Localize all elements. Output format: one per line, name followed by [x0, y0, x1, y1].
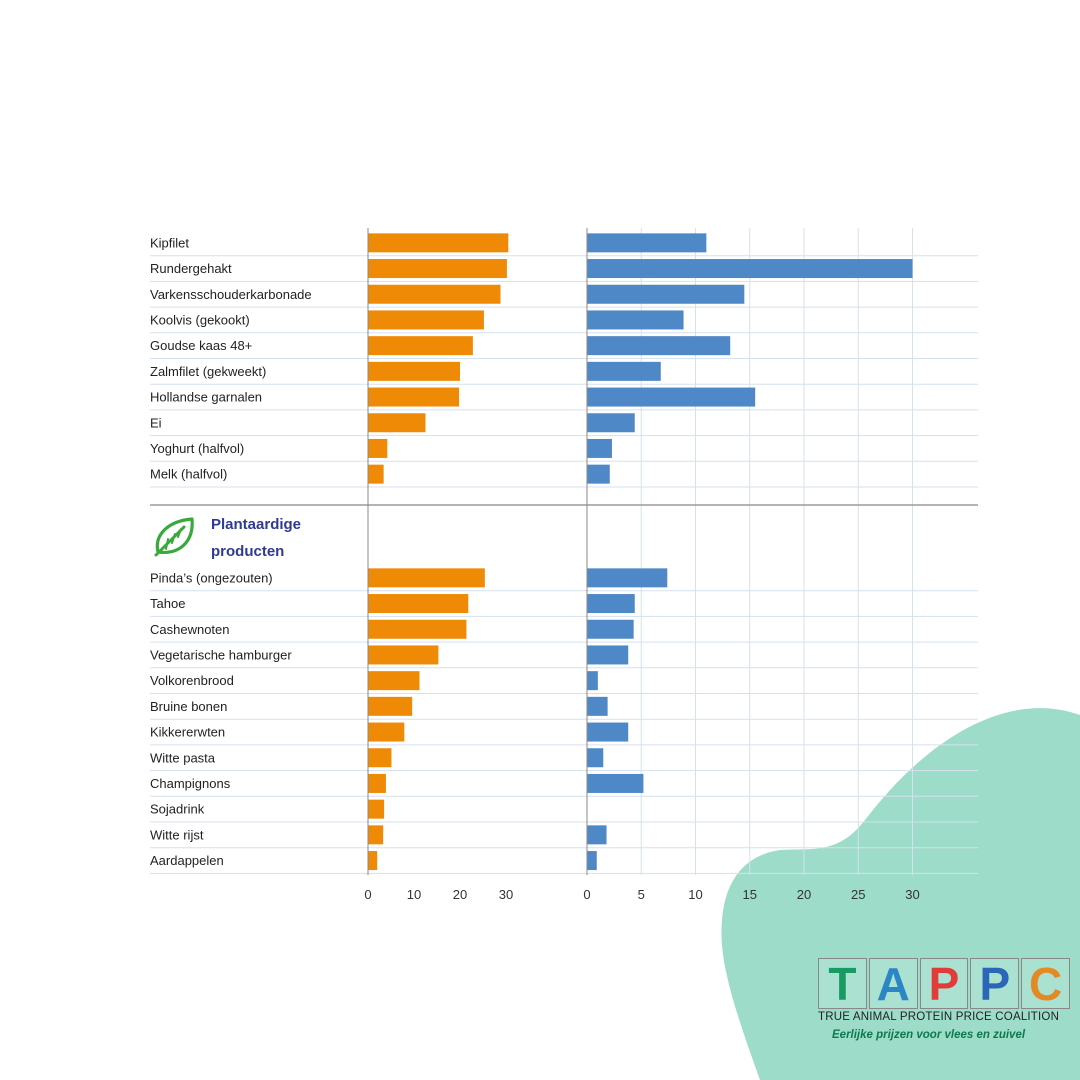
- category-label: Vegetarische hamburger: [150, 647, 292, 662]
- blue-bar: [587, 671, 598, 691]
- category-label: Volkorenbrood: [150, 673, 234, 688]
- category-label: Koolvis (gekookt): [150, 312, 250, 327]
- category-label: Sojadrink: [150, 802, 205, 817]
- brand-letter: A: [868, 958, 918, 1009]
- blue-bar: [587, 310, 684, 330]
- orange-axis-tick: 0: [364, 887, 371, 902]
- category-label: Kipfilet: [150, 235, 189, 250]
- blue-bar: [587, 233, 707, 253]
- orange-bar: [368, 336, 473, 356]
- blue-axis-tick: 25: [851, 887, 865, 902]
- orange-axis-tick: 30: [499, 887, 513, 902]
- blue-axis-tick: 20: [797, 887, 811, 902]
- orange-axis-tick: 10: [407, 887, 421, 902]
- orange-bar: [368, 696, 413, 716]
- group-title-line: producten: [211, 543, 284, 560]
- category-label: Champignons: [150, 776, 231, 791]
- group-title-line: Plantaardige: [211, 516, 301, 533]
- category-label: Ei: [150, 415, 162, 430]
- blue-bar: [587, 696, 608, 716]
- orange-axis-tick: 20: [453, 887, 467, 902]
- blue-bar: [587, 336, 731, 356]
- brand-slogan: Eerlijke prijzen voor vlees en zuivel: [832, 1029, 1026, 1041]
- blue-bar: [587, 645, 629, 665]
- category-label: Witte rijst: [150, 827, 204, 842]
- orange-bar: [368, 645, 439, 665]
- category-label: Pinda’s (ongezouten): [150, 570, 273, 585]
- category-label: Bruine bonen: [150, 699, 227, 714]
- blue-bar: [587, 722, 629, 742]
- blue-bar: [587, 568, 668, 588]
- brand-letter: T: [818, 958, 867, 1009]
- category-label: Kikkererwten: [150, 725, 225, 740]
- orange-bar: [368, 619, 467, 639]
- brand-letter: P: [970, 958, 1020, 1009]
- blue-axis-tick: 0: [583, 887, 590, 902]
- blue-axis-tick: 5: [638, 887, 645, 902]
- orange-bar: [368, 748, 392, 768]
- blue-bar: [587, 413, 635, 433]
- category-label: Yoghurt (halfvol): [150, 441, 244, 456]
- blue-axis-tick: 15: [743, 887, 757, 902]
- blue-bar: [587, 619, 634, 639]
- category-label: Zalmfilet (gekweekt): [150, 364, 266, 379]
- blue-bar: [587, 748, 604, 768]
- orange-bar: [368, 825, 384, 845]
- orange-bar: [368, 671, 420, 691]
- orange-bar: [368, 568, 485, 588]
- category-label: Hollandse garnalen: [150, 390, 262, 405]
- category-label: Goudse kaas 48+: [150, 338, 252, 353]
- orange-bar: [368, 594, 469, 614]
- orange-bar: [368, 722, 405, 742]
- orange-bar: [368, 773, 386, 793]
- category-label: Tahoe: [150, 596, 185, 611]
- orange-bar: [368, 259, 507, 279]
- blue-bar: [587, 773, 644, 793]
- category-label: Rundergehakt: [150, 261, 232, 276]
- orange-bar: [368, 851, 378, 871]
- category-label: Melk (halfvol): [150, 467, 227, 482]
- blue-bar: [587, 851, 597, 871]
- brand-letter: P: [919, 958, 969, 1009]
- orange-bar: [368, 233, 509, 253]
- orange-bar: [368, 310, 484, 330]
- orange-bar: [368, 387, 460, 407]
- orange-bar: [368, 464, 384, 484]
- blue-axis-tick: 30: [905, 887, 919, 902]
- blue-bar: [587, 361, 661, 381]
- orange-bar: [368, 361, 460, 381]
- blue-bar: [587, 284, 745, 304]
- brand-letter: C: [1021, 958, 1070, 1009]
- orange-bar: [368, 799, 385, 819]
- blue-axis-tick: 10: [688, 887, 702, 902]
- leaf-icon: [154, 517, 194, 557]
- category-label: Witte pasta: [150, 750, 216, 765]
- category-label: Varkensschouderkarbonade: [150, 287, 312, 302]
- brand-tagline: TRUE ANIMAL PROTEIN PRICE COALITION: [818, 1011, 1060, 1023]
- orange-bar: [368, 413, 426, 433]
- orange-bar: [368, 438, 388, 458]
- blue-bar: [587, 594, 635, 614]
- category-label: Aardappelen: [150, 853, 224, 868]
- blue-bar: [587, 259, 913, 279]
- blue-bar: [587, 438, 612, 458]
- blue-bar: [587, 825, 607, 845]
- orange-bar: [368, 284, 501, 304]
- category-label: Cashewnoten: [150, 622, 230, 637]
- blue-bar: [587, 387, 756, 407]
- blue-bar: [587, 464, 610, 484]
